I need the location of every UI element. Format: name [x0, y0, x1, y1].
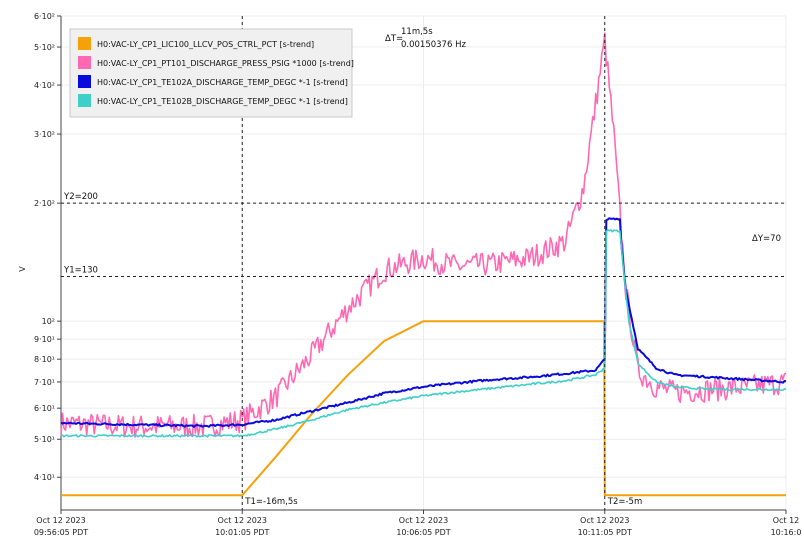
cursor-y2-label: Y2=200	[63, 192, 98, 202]
legend-entry-0: H0:VAC-LY_CP1_LIC100_LLCV_POS_CTRL_PCT […	[97, 40, 314, 49]
y-tick-label-9: 4·10²	[34, 81, 55, 90]
y-tick-label-11: 6·10²	[34, 12, 55, 21]
y-tick-label-10: 5·10²	[34, 43, 55, 52]
y-tick-label-5: 9·10¹	[34, 335, 55, 344]
y-tick-label-1: 5·10¹	[34, 435, 55, 444]
y-axis-label: V	[18, 266, 27, 272]
legend[interactable]: H0:VAC-LY_CP1_LIC100_LLCV_POS_CTRL_PCT […	[69, 28, 354, 118]
x-tick-label-4-date: Oct 12	[773, 516, 800, 525]
x-tick-label-4-time: 10:16:0	[771, 528, 802, 537]
y-tick-label-7: 2·10²	[34, 199, 55, 208]
cursor-t1-label: T1=-16m,5s	[244, 497, 298, 507]
legend-entry-3: H0:VAC-LY_CP1_TE102B_DISCHARGE_TEMP_DEGC…	[97, 97, 348, 106]
legend-swatch-0	[78, 37, 91, 50]
y-tick-label-6: 10²	[42, 317, 55, 326]
x-tick-label-0-time: 09:56:05 PDT	[34, 528, 88, 537]
series-line-2	[60, 217, 787, 428]
x-tick-label-3-date: Oct 12 2023	[580, 516, 629, 525]
x-tick-label-2-date: Oct 12 2023	[399, 516, 448, 525]
x-tick-label-1-date: Oct 12 2023	[218, 516, 267, 525]
y-axis-tick-labels: 4·10¹ 5·10¹ 6·10¹ 7·10¹ 8·10¹ 9·10¹ 10² 2·10² 3·…	[34, 12, 61, 482]
x-tick-label-0-date: Oct 12 2023	[36, 516, 85, 525]
legend-swatch-1	[78, 56, 91, 69]
cursor-layer[interactable]: T1=-16m,5s T2=-5m Y1=130 Y2=200	[61, 16, 786, 510]
cursor-y1-label: Y1=130	[63, 265, 98, 275]
y-tick-label-4: 8·10¹	[34, 355, 55, 364]
legend-box	[69, 28, 353, 118]
cursor-t2-label: T2=-5m	[607, 497, 642, 507]
x-tick-label-2-time: 10:06:05 PDT	[396, 528, 450, 537]
delta-t-frequency: 0.00150376 Hz	[401, 40, 466, 50]
x-axis-tick-labels: Oct 12 2023 09:56:05 PDT Oct 12 2023 10:01:…	[34, 510, 802, 537]
legend-entry-1: H0:VAC-LY_CP1_PT101_DISCHARGE_PRESS_PSIG…	[97, 59, 354, 68]
series-line-3	[60, 229, 787, 438]
legend-entry-2: H0:VAC-LY_CP1_TE102A_DISCHARGE_TEMP_DEGC…	[97, 78, 348, 87]
delta-y-label: ΔY=70	[752, 234, 781, 244]
delta-t-label: ΔT=	[385, 34, 403, 44]
y-tick-label-8: 3·10²	[34, 130, 55, 139]
legend-swatch-2	[78, 75, 91, 88]
y-tick-label-2: 6·10¹	[34, 404, 55, 413]
x-tick-label-1-time: 10:01:05 PDT	[215, 528, 269, 537]
delta-t-duration: 11m,5s	[401, 27, 433, 37]
y-tick-label-0: 4·10¹	[34, 473, 55, 482]
x-tick-label-3-time: 10:11:05 PDT	[578, 528, 632, 537]
legend-swatch-3	[78, 94, 91, 107]
y-tick-label-3: 7·10¹	[34, 378, 55, 387]
